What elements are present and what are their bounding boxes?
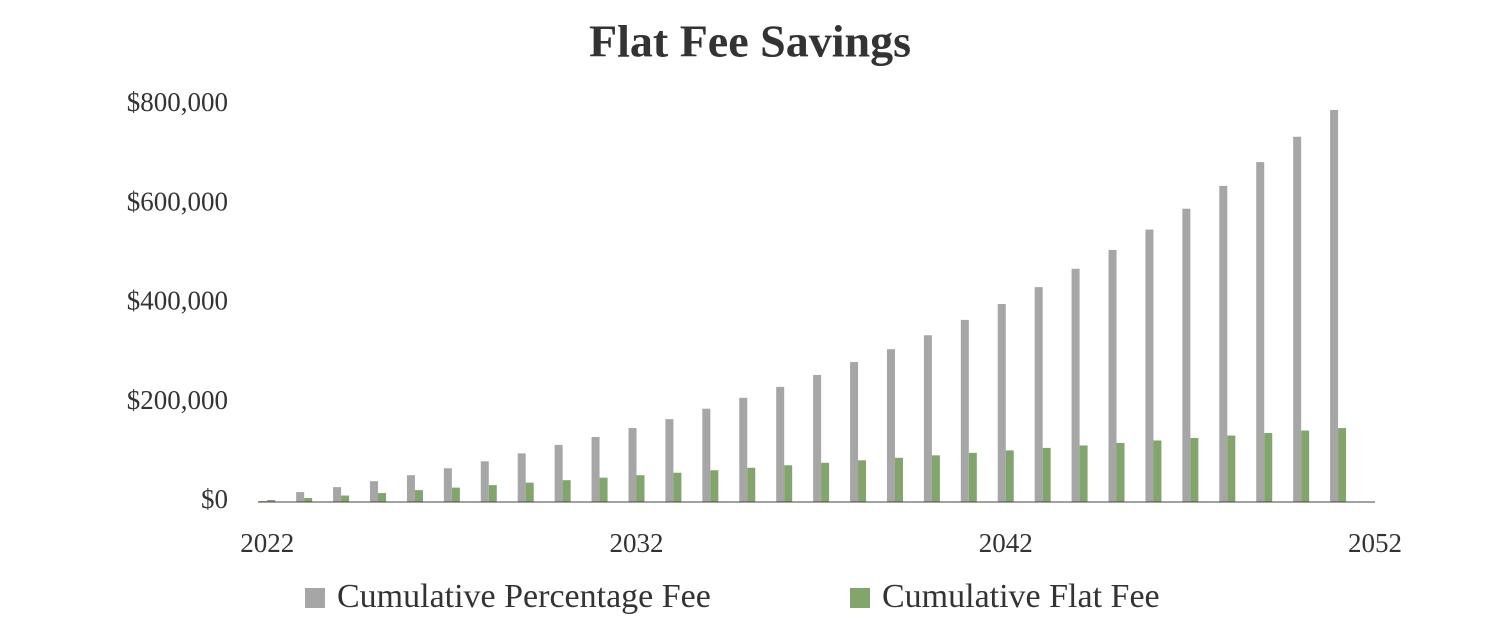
bar (894, 457, 903, 502)
x-tick-label: 2032 (609, 528, 663, 558)
y-tick-label: $0 (201, 484, 228, 514)
bar (333, 487, 342, 502)
x-tick-label: 2022 (240, 528, 294, 558)
bar (480, 461, 489, 502)
bar (1116, 442, 1125, 502)
bar (1042, 447, 1051, 502)
bar (1219, 185, 1228, 503)
bar (710, 470, 719, 502)
bar (296, 492, 305, 502)
bar (414, 490, 423, 502)
legend-label: Cumulative Percentage Fee (337, 578, 711, 615)
bar (370, 481, 379, 502)
bar (1256, 162, 1265, 502)
bar (702, 408, 711, 502)
bar (591, 436, 600, 502)
chart-title: Flat Fee Savings (589, 16, 911, 67)
bar (747, 467, 756, 502)
bar (525, 482, 534, 502)
bar (1079, 445, 1088, 502)
bar (488, 485, 497, 502)
bar (997, 303, 1006, 502)
bar (776, 386, 785, 502)
bar (1034, 287, 1043, 502)
bar (554, 444, 563, 502)
bar (636, 475, 645, 502)
bar (1153, 440, 1162, 502)
bar (1145, 229, 1154, 502)
bar (267, 500, 276, 502)
bar (1330, 109, 1339, 503)
legend-label: Cumulative Flat Fee (882, 578, 1160, 615)
bar (960, 319, 969, 502)
bar (665, 419, 674, 502)
bar (599, 477, 608, 502)
bar (923, 335, 932, 502)
bar (628, 428, 637, 502)
bar (304, 498, 313, 502)
legend-swatch (850, 588, 870, 608)
x-tick-label: 2042 (979, 528, 1033, 558)
bar (1227, 435, 1236, 502)
y-tick-label: $600,000 (127, 186, 228, 216)
bar (451, 487, 460, 502)
bar (1108, 249, 1117, 502)
bar (821, 462, 830, 502)
bar (886, 349, 895, 502)
y-tick-label: $200,000 (127, 385, 228, 415)
bar (1264, 433, 1273, 502)
bar (968, 452, 977, 502)
bar (673, 472, 682, 502)
bar (813, 374, 822, 502)
bar (1190, 437, 1199, 502)
bar (739, 397, 748, 502)
bar (850, 362, 859, 502)
bar (406, 475, 415, 502)
bar (784, 465, 793, 502)
bar (1301, 430, 1310, 502)
bar (341, 495, 350, 502)
bar (443, 468, 452, 502)
bar (1338, 428, 1347, 502)
bar (378, 493, 387, 502)
legend-swatch (305, 588, 325, 608)
bar (858, 460, 867, 502)
bar (517, 453, 526, 502)
bar (562, 480, 571, 502)
bar (1071, 268, 1080, 502)
x-tick-label: 2052 (1348, 528, 1402, 558)
bar (1005, 450, 1014, 502)
y-tick-label: $400,000 (127, 286, 228, 316)
bar (931, 455, 940, 502)
bar (1182, 208, 1191, 502)
y-tick-label: $800,000 (127, 87, 228, 117)
bar (1293, 136, 1302, 502)
